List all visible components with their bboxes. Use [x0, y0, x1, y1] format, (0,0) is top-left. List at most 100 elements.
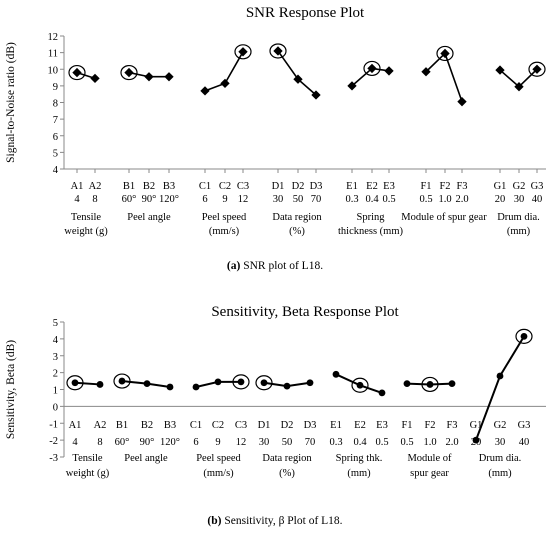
- data-point: [220, 78, 230, 89]
- factor-group: F1 0.5 F2 1.0 F3 2.0 Module of spur gear: [401, 45, 487, 223]
- level-value-label: 70: [305, 437, 316, 448]
- optimum-circle: [436, 45, 454, 62]
- level-label: B2: [141, 420, 153, 431]
- data-point: [143, 380, 151, 387]
- level-label: D2: [292, 181, 305, 192]
- level-label: F2: [424, 420, 435, 431]
- level-value-label: 0.5: [419, 194, 432, 205]
- data-point: [96, 381, 104, 388]
- optimum-circle: [421, 376, 439, 393]
- y-tick-label: 7: [53, 115, 58, 126]
- level-value-label: 12: [238, 194, 249, 205]
- data-point: [421, 67, 431, 77]
- level-value-label: 50: [293, 194, 304, 205]
- factor-label: Peel speed: [196, 453, 241, 464]
- factor-group: A1 4 A2 8 Tensile weight (g): [64, 64, 108, 237]
- level-label: E3: [376, 420, 388, 431]
- level-label: E1: [330, 420, 342, 431]
- level-value-label: 6: [193, 437, 198, 448]
- level-value-label: 4: [72, 437, 78, 448]
- level-label: E3: [383, 181, 395, 192]
- data-point: [457, 97, 467, 107]
- y-tick-label: 4: [53, 335, 59, 346]
- caption-prefix: (a): [227, 260, 241, 272]
- level-value-label: 20: [495, 194, 506, 205]
- level-label: F2: [439, 181, 450, 192]
- factor-group: D1 30 D2 50 D3 70 Data region (%): [269, 43, 323, 237]
- data-point: [403, 380, 411, 387]
- factor-label: Drum dia.: [497, 212, 540, 223]
- level-label: B3: [164, 420, 176, 431]
- y-axis-label: Sensitivity, Beta (dB): [5, 340, 17, 439]
- data-point: [90, 73, 100, 84]
- level-label: G3: [531, 181, 544, 192]
- data-point: [520, 332, 528, 340]
- level-value-label: 12: [236, 437, 247, 448]
- level-value-label: 40: [532, 194, 543, 205]
- y-tick-label: 8: [53, 99, 58, 110]
- level-label: F3: [446, 420, 457, 431]
- level-value-label: 0.3: [329, 437, 342, 448]
- factor-label: (mm/s): [209, 226, 240, 237]
- y-tick-label: 5: [53, 148, 58, 159]
- caption-text: Sensitivity, β Plot of L18.: [221, 515, 342, 527]
- data-point: [72, 67, 82, 78]
- data-point: [71, 379, 79, 387]
- data-point: [260, 379, 268, 387]
- chart-panel-sensitivity: Sensitivity, Beta Response Plot-3-2-1012…: [5, 304, 546, 527]
- level-value-label: 4: [74, 194, 80, 205]
- level-label: A1: [69, 420, 82, 431]
- optimum-circle: [232, 374, 250, 390]
- factor-group: B1 60° B2 90° B3 120° Peel angle: [113, 373, 180, 464]
- level-label: F1: [420, 181, 431, 192]
- data-point: [166, 383, 174, 391]
- data-point: [214, 378, 222, 386]
- caption-text: SNR plot of L18.: [240, 260, 323, 272]
- level-label: G1: [470, 420, 483, 431]
- y-tick-label: 3: [53, 352, 58, 363]
- data-point: [124, 67, 134, 78]
- level-label: B3: [163, 181, 175, 192]
- y-axis-label: Signal-to-Noise ratio (dB): [5, 42, 17, 163]
- level-label: G2: [513, 181, 526, 192]
- data-point: [426, 381, 434, 388]
- data-point: [532, 64, 542, 74]
- level-label: G3: [518, 420, 531, 431]
- factor-label: Tensile: [72, 453, 103, 464]
- level-value-label: 6: [202, 194, 207, 205]
- data-point: [118, 377, 126, 385]
- level-label: B1: [123, 181, 135, 192]
- factor-label: Tensile: [71, 212, 102, 223]
- y-tick-label: 6: [53, 132, 58, 143]
- level-value-label: 60°: [115, 437, 130, 448]
- y-tick-label: 0: [53, 402, 58, 413]
- level-label: D2: [281, 420, 294, 431]
- level-label: D3: [310, 181, 323, 192]
- level-label: A2: [94, 420, 107, 431]
- factor-label: (%): [279, 468, 295, 479]
- factor-group: G1 20 G2 30 G3 40 Drum dia. (mm): [494, 61, 546, 237]
- optimum-circle: [120, 64, 138, 81]
- level-label: D1: [258, 420, 271, 431]
- optimum-circle: [66, 375, 84, 391]
- level-value-label: 60°: [122, 194, 137, 205]
- optimum-circle: [363, 60, 381, 77]
- level-label: C1: [190, 420, 202, 431]
- data-point: [514, 82, 524, 92]
- optimum-circle: [351, 377, 369, 393]
- level-label: B2: [143, 181, 155, 192]
- level-label: F3: [456, 181, 467, 192]
- level-label: D1: [272, 181, 285, 192]
- factor-group: G1 20 G2 30 G3 40 Drum dia. (mm): [470, 328, 533, 479]
- factor-group: F1 0.5 F2 1.0 F3 2.0 Module of spur gear: [400, 376, 459, 479]
- level-label: C1: [199, 181, 211, 192]
- factor-label: Module of: [407, 453, 452, 464]
- factor-label: Data region: [272, 212, 322, 223]
- factor-label: thickness (mm): [338, 226, 404, 237]
- level-label: G1: [494, 181, 507, 192]
- level-value-label: 8: [92, 194, 97, 205]
- data-point: [237, 378, 245, 386]
- level-label: G2: [494, 420, 507, 431]
- level-label: C2: [219, 181, 231, 192]
